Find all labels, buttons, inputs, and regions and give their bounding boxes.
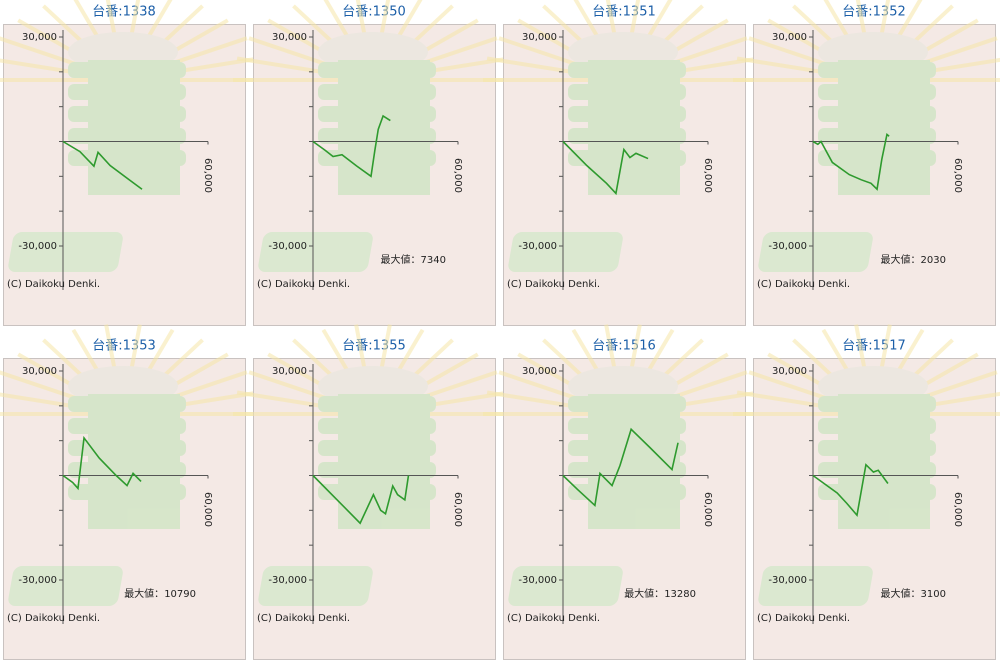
background-art — [233, 324, 513, 606]
art-tray — [508, 232, 623, 272]
max-value: 10790 — [164, 589, 196, 600]
line-series — [562, 140, 649, 196]
y-tick-label: 30,000 — [772, 366, 807, 377]
chart-title: 台番:1516 — [592, 339, 655, 354]
credit: (C) Daikoku Denki. — [757, 279, 850, 290]
chart-title: 台番:1338 — [92, 5, 155, 20]
art-body — [838, 60, 930, 195]
credit: (C) Daikoku Denki. — [757, 613, 850, 624]
credit: (C) Daikoku Denki. — [507, 613, 600, 624]
line-series — [812, 463, 889, 518]
chart-panel: 台番:1351 -30,000 30,000 60,000 (C) Daikoku De… — [483, 0, 763, 326]
y-tick-label: -30,000 — [268, 241, 307, 252]
max-label: 最大値：7340 — [381, 253, 446, 266]
y-tick-label: 30,000 — [772, 32, 807, 43]
y-tick-label: -30,000 — [18, 241, 57, 252]
y-tick-label: -30,000 — [768, 575, 807, 586]
max-caption: 最大値： — [881, 587, 921, 600]
art-body — [838, 394, 930, 529]
background-art — [733, 0, 1000, 272]
line-series — [62, 435, 142, 491]
art-tray — [258, 232, 373, 272]
x-tick-label: 60,000 — [202, 492, 213, 527]
credit: (C) Daikoku Denki. — [7, 279, 100, 290]
chart-panel: 台番:1353 -30,000 30,000 60,000 最大値：10790 (C) D… — [0, 324, 263, 660]
x-tick-label: 60,000 — [702, 158, 713, 193]
y-tick-label: 30,000 — [522, 366, 557, 377]
credit: (C) Daikoku Denki. — [257, 279, 350, 290]
chart-panel: 台番:1352 -30,000 30,000 60,000 最大値：2030 (C) Da… — [733, 0, 1000, 326]
chart-panel: 台番:1338 -30,000 30,000 60,000 (C) Daikoku De… — [0, 0, 263, 326]
y-tick-label: 30,000 — [522, 32, 557, 43]
y-tick-label: -30,000 — [18, 575, 57, 586]
x-tick-label: 60,000 — [452, 492, 463, 527]
line-series — [312, 114, 391, 178]
max-value: 3100 — [921, 589, 946, 600]
max-label: 最大値：2030 — [881, 253, 946, 266]
art-body — [588, 394, 680, 529]
art-body — [588, 60, 680, 195]
art-body — [338, 60, 430, 195]
line-series — [562, 427, 679, 508]
art-body — [338, 394, 430, 529]
y-tick-label: 30,000 — [272, 366, 307, 377]
chart-title: 台番:1350 — [342, 5, 405, 20]
line-series — [812, 132, 890, 191]
background-art — [233, 0, 513, 272]
max-caption: 最大値： — [124, 587, 164, 600]
chart-panel: 台番:1355 -30,000 30,000 60,000 (C) Daikoku De… — [233, 324, 513, 660]
y-tick-label: 30,000 — [22, 32, 57, 43]
credit: (C) Daikoku Denki. — [257, 613, 350, 624]
x-tick-label: 60,000 — [952, 158, 963, 193]
art-body — [88, 60, 180, 195]
y-tick-label: -30,000 — [268, 575, 307, 586]
background-art — [733, 324, 1000, 606]
chart-title: 台番:1351 — [592, 5, 655, 20]
x-tick-label: 60,000 — [452, 158, 463, 193]
chart-panel: 台番:1517 -30,000 30,000 60,000 最大値：3100 (C) Da… — [733, 324, 1000, 660]
background-art — [483, 324, 763, 606]
max-label: 最大値：10790 — [124, 587, 196, 600]
max-value: 7340 — [421, 255, 446, 266]
max-caption: 最大値： — [381, 253, 421, 266]
y-tick-label: -30,000 — [518, 241, 557, 252]
chart-panel: 台番:1350 -30,000 30,000 60,000 最大値：7340 (C) Da… — [233, 0, 513, 326]
chart-title: 台番:1353 — [92, 339, 155, 354]
y-tick-label: -30,000 — [518, 575, 557, 586]
chart-title: 台番:1355 — [342, 339, 405, 354]
chart-title: 台番:1352 — [842, 5, 905, 20]
credit: (C) Daikoku Denki. — [7, 613, 100, 624]
background-art — [483, 0, 763, 272]
x-tick-label: 60,000 — [952, 492, 963, 527]
max-label: 最大値：13280 — [624, 587, 696, 600]
art-tray — [508, 566, 623, 606]
y-tick-label: 30,000 — [22, 366, 57, 377]
chart-title: 台番:1517 — [842, 339, 905, 354]
x-tick-label: 60,000 — [202, 158, 213, 193]
chart-panel: 台番:1516 -30,000 30,000 60,000 最大値：13280 (C) D… — [483, 324, 763, 660]
line-series — [312, 474, 410, 525]
line-series — [62, 140, 143, 190]
art-tray — [8, 566, 123, 606]
art-tray — [8, 232, 123, 272]
y-tick-label: 30,000 — [272, 32, 307, 43]
max-label: 最大値：3100 — [881, 587, 946, 600]
x-tick-label: 60,000 — [702, 492, 713, 527]
max-value: 13280 — [664, 589, 696, 600]
max-caption: 最大値： — [624, 587, 664, 600]
max-value: 2030 — [921, 255, 946, 266]
y-tick-label: -30,000 — [768, 241, 807, 252]
art-tray — [258, 566, 373, 606]
background-art — [0, 0, 263, 272]
art-tray — [758, 232, 873, 272]
credit: (C) Daikoku Denki. — [507, 279, 600, 290]
max-caption: 最大値： — [881, 253, 921, 266]
art-tray — [758, 566, 873, 606]
